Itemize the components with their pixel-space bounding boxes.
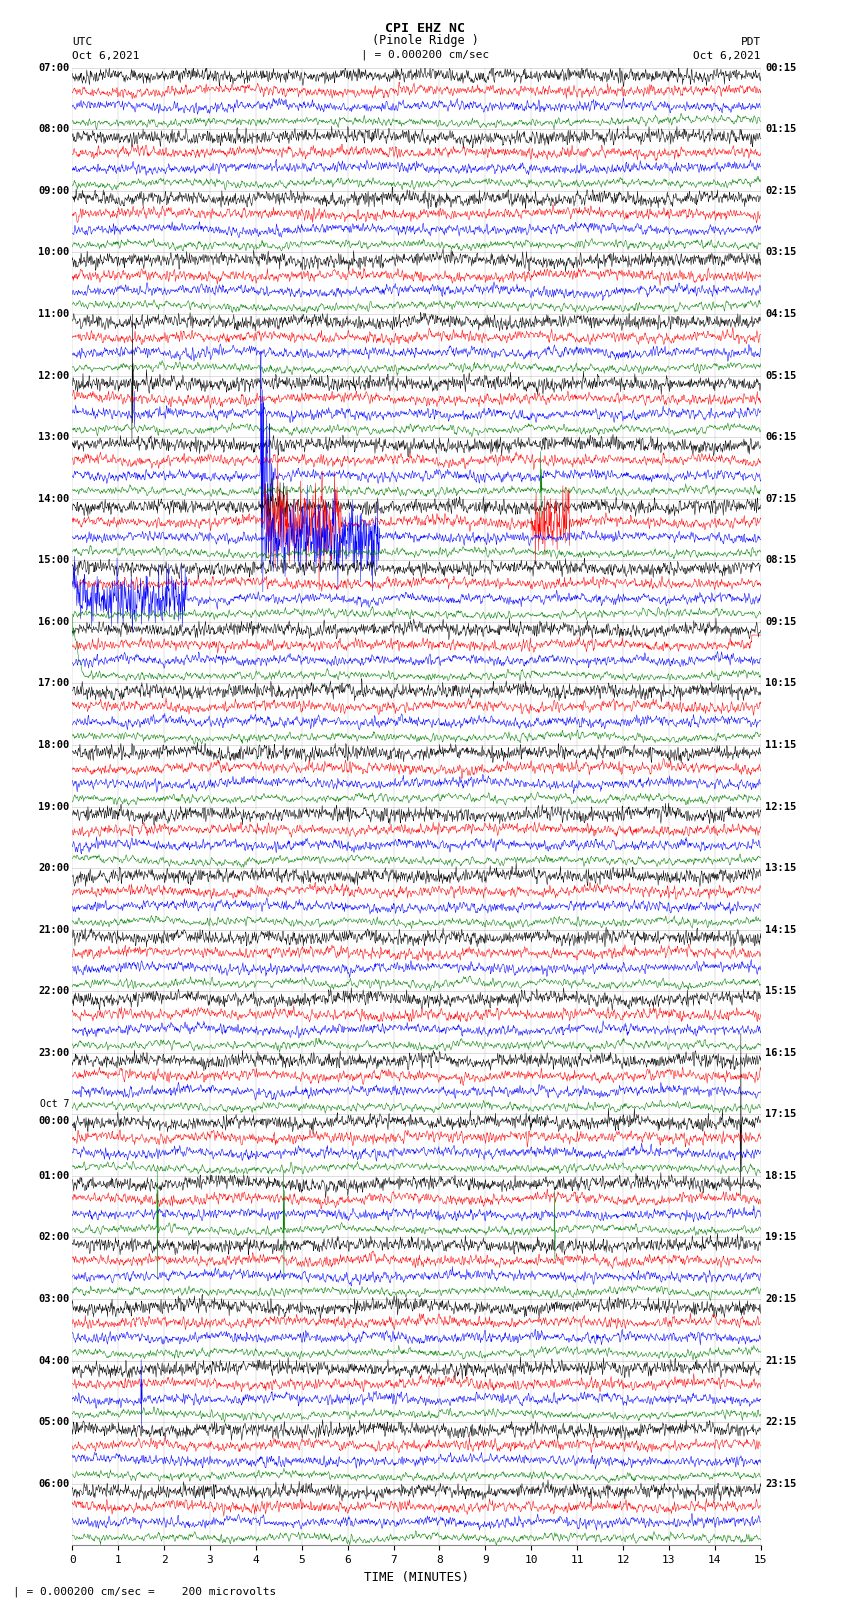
Text: 23:15: 23:15: [765, 1479, 796, 1489]
Text: 15:15: 15:15: [765, 986, 796, 997]
Text: 01:15: 01:15: [765, 124, 796, 134]
Text: 05:00: 05:00: [38, 1418, 70, 1428]
Text: 23:00: 23:00: [38, 1048, 70, 1058]
Text: 03:00: 03:00: [38, 1294, 70, 1303]
Text: 08:15: 08:15: [765, 555, 796, 565]
Text: 02:00: 02:00: [38, 1232, 70, 1242]
Text: Oct 6,2021: Oct 6,2021: [694, 52, 761, 61]
Text: 05:15: 05:15: [765, 371, 796, 381]
Text: 01:00: 01:00: [38, 1171, 70, 1181]
Text: Oct 6,2021: Oct 6,2021: [72, 52, 139, 61]
Text: 18:00: 18:00: [38, 740, 70, 750]
Text: 11:15: 11:15: [765, 740, 796, 750]
Text: 22:00: 22:00: [38, 986, 70, 997]
Text: | = 0.000200 cm/sec: | = 0.000200 cm/sec: [361, 48, 489, 60]
Text: 14:00: 14:00: [38, 494, 70, 503]
Text: 21:00: 21:00: [38, 924, 70, 934]
Text: 15:00: 15:00: [38, 555, 70, 565]
X-axis label: TIME (MINUTES): TIME (MINUTES): [364, 1571, 469, 1584]
Text: 19:15: 19:15: [765, 1232, 796, 1242]
Text: 14:15: 14:15: [765, 924, 796, 934]
Text: 07:15: 07:15: [765, 494, 796, 503]
Text: 07:00: 07:00: [38, 63, 70, 73]
Text: CPI EHZ NC: CPI EHZ NC: [385, 23, 465, 35]
Text: 10:00: 10:00: [38, 247, 70, 258]
Text: 10:15: 10:15: [765, 679, 796, 689]
Text: 09:15: 09:15: [765, 616, 796, 627]
Text: 16:00: 16:00: [38, 616, 70, 627]
Text: 20:15: 20:15: [765, 1294, 796, 1303]
Text: UTC: UTC: [72, 37, 93, 47]
Text: 12:00: 12:00: [38, 371, 70, 381]
Text: 21:15: 21:15: [765, 1355, 796, 1366]
Text: 18:15: 18:15: [765, 1171, 796, 1181]
Text: Oct 7: Oct 7: [40, 1100, 70, 1110]
Text: 04:15: 04:15: [765, 310, 796, 319]
Text: 08:00: 08:00: [38, 124, 70, 134]
Text: 17:15: 17:15: [765, 1110, 796, 1119]
Text: 12:15: 12:15: [765, 802, 796, 811]
Text: 06:00: 06:00: [38, 1479, 70, 1489]
Text: (Pinole Ridge ): (Pinole Ridge ): [371, 34, 479, 47]
Text: 20:00: 20:00: [38, 863, 70, 873]
Text: 06:15: 06:15: [765, 432, 796, 442]
Text: 17:00: 17:00: [38, 679, 70, 689]
Text: 00:15: 00:15: [765, 63, 796, 73]
Text: PDT: PDT: [740, 37, 761, 47]
Text: 22:15: 22:15: [765, 1418, 796, 1428]
Text: 03:15: 03:15: [765, 247, 796, 258]
Text: 13:15: 13:15: [765, 863, 796, 873]
Text: 02:15: 02:15: [765, 185, 796, 195]
Text: 16:15: 16:15: [765, 1048, 796, 1058]
Text: | = 0.000200 cm/sec =    200 microvolts: | = 0.000200 cm/sec = 200 microvolts: [13, 1586, 276, 1597]
Text: 13:00: 13:00: [38, 432, 70, 442]
Text: 00:00: 00:00: [38, 1116, 70, 1126]
Text: 09:00: 09:00: [38, 185, 70, 195]
Text: 04:00: 04:00: [38, 1355, 70, 1366]
Text: 11:00: 11:00: [38, 310, 70, 319]
Text: 19:00: 19:00: [38, 802, 70, 811]
